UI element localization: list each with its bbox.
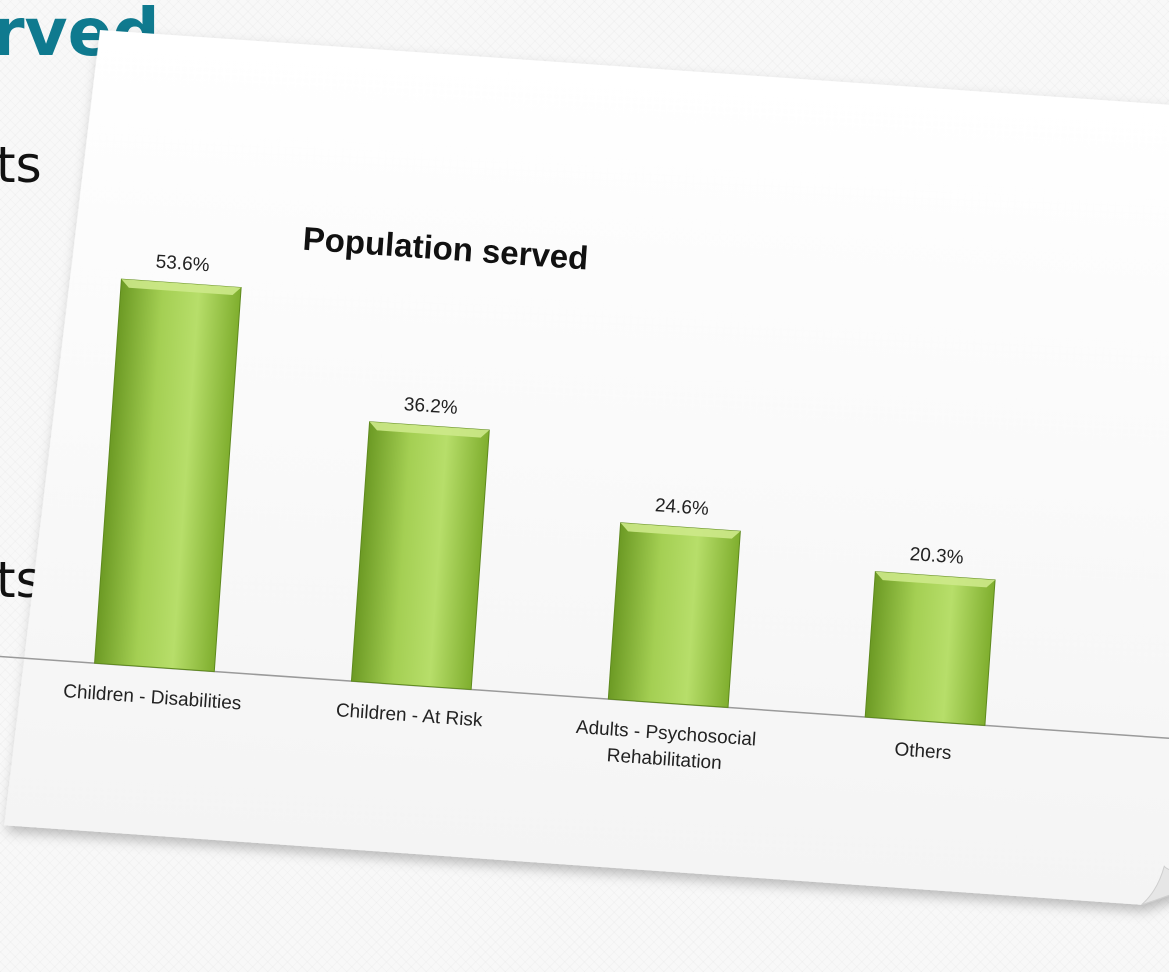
bar-bevel (369, 421, 490, 438)
bar-bevel (875, 571, 996, 588)
bar-bevel (620, 522, 741, 539)
bullet-text-1: ts (0, 136, 42, 194)
data-label: 24.6% (654, 495, 709, 520)
page-curl (1141, 865, 1169, 906)
bar-group: 20.3% Others (864, 544, 996, 764)
chart-image[interactable]: Population served 53.6% Children - Disabil… (0, 30, 1169, 910)
x-tick-label: Others (894, 739, 952, 764)
bar-bevel (121, 279, 242, 295)
bar (350, 421, 490, 691)
bar (864, 571, 996, 726)
bar (607, 522, 741, 708)
data-label: 20.3% (909, 544, 964, 569)
data-label: 36.2% (403, 394, 458, 419)
data-label: 53.6% (155, 252, 210, 277)
